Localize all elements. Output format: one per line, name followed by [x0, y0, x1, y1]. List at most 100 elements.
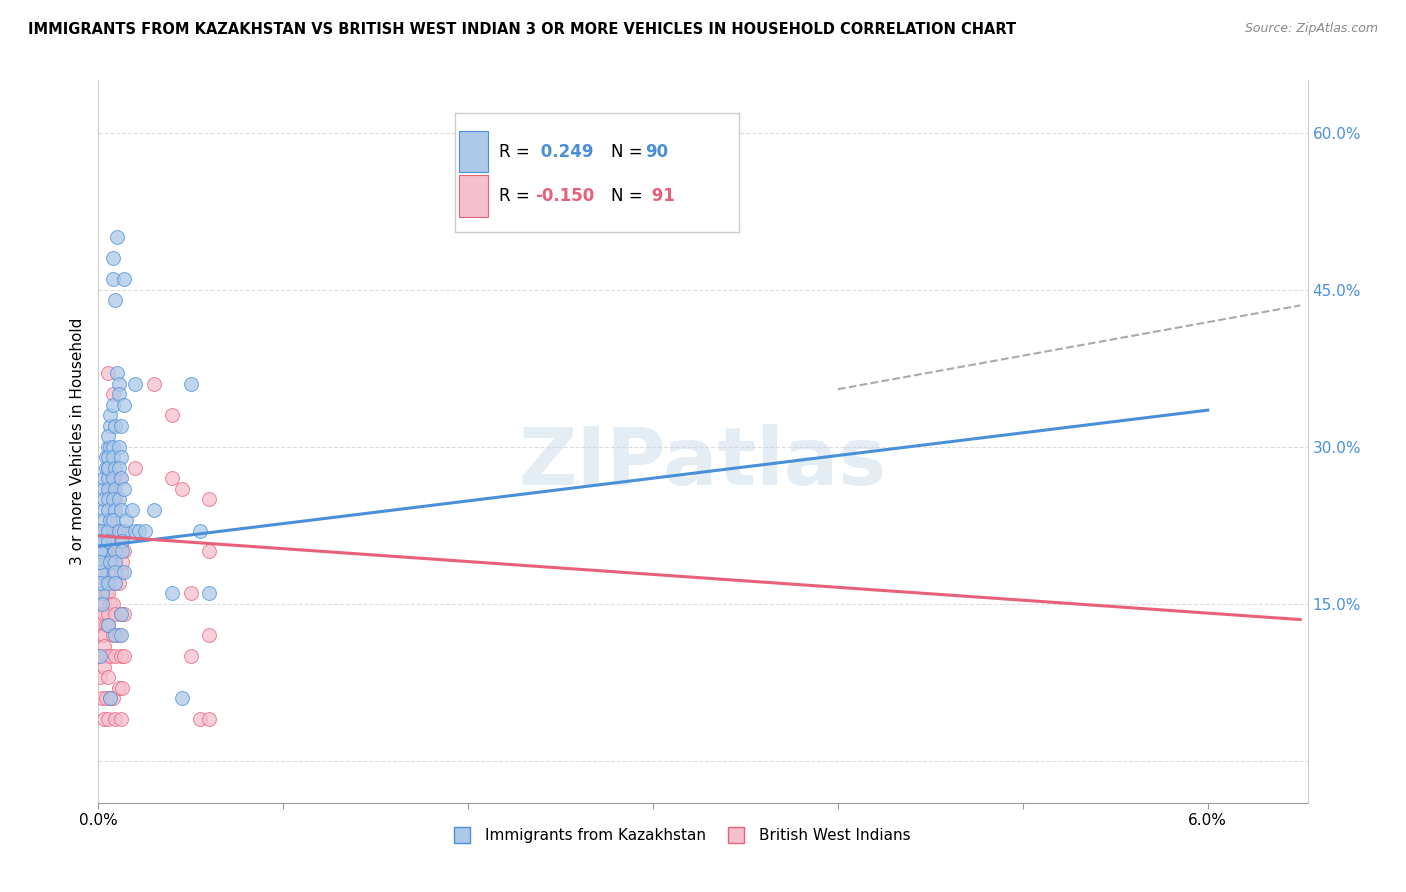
- Point: [97, 575, 120, 590]
- Point: [91, 524, 114, 538]
- Point: [98, 513, 121, 527]
- Point: [93, 566, 115, 580]
- Point: [188, 524, 211, 538]
- Point: [91, 691, 114, 706]
- Point: [89, 566, 111, 580]
- Point: [198, 628, 221, 642]
- Point: [112, 544, 135, 558]
- Point: [111, 534, 134, 549]
- Point: [110, 450, 132, 465]
- Point: [124, 460, 146, 475]
- Point: [89, 555, 111, 569]
- Point: [180, 376, 202, 391]
- Point: [91, 566, 114, 580]
- Point: [89, 575, 111, 590]
- Point: [104, 555, 127, 569]
- Point: [103, 252, 125, 266]
- Point: [91, 566, 114, 580]
- Point: [94, 691, 117, 706]
- Point: [97, 586, 120, 600]
- Point: [89, 555, 111, 569]
- Point: [97, 617, 120, 632]
- Point: [188, 712, 211, 726]
- Point: [104, 575, 127, 590]
- Point: [180, 649, 202, 664]
- Point: [107, 440, 129, 454]
- Point: [98, 691, 121, 706]
- Point: [93, 597, 115, 611]
- Point: [98, 513, 121, 527]
- Y-axis label: 3 or more Vehicles in Household: 3 or more Vehicles in Household: [69, 318, 84, 566]
- Point: [107, 376, 129, 391]
- Point: [103, 555, 125, 569]
- Point: [89, 544, 111, 558]
- Point: [104, 418, 127, 433]
- Point: [97, 712, 120, 726]
- Point: [104, 712, 127, 726]
- Point: [180, 586, 202, 600]
- Point: [93, 544, 115, 558]
- Point: [103, 534, 125, 549]
- Point: [170, 482, 193, 496]
- Point: [93, 659, 115, 673]
- Point: [107, 471, 129, 485]
- Point: [110, 502, 132, 516]
- Point: [93, 607, 115, 622]
- Point: [97, 524, 120, 538]
- Point: [142, 376, 165, 391]
- Point: [89, 555, 111, 569]
- Point: [93, 471, 115, 485]
- Point: [103, 450, 125, 465]
- Point: [97, 607, 120, 622]
- Point: [91, 524, 114, 538]
- Point: [98, 440, 121, 454]
- Point: [103, 691, 125, 706]
- Point: [103, 440, 125, 454]
- Point: [105, 367, 128, 381]
- Point: [97, 460, 120, 475]
- Point: [162, 586, 184, 600]
- Point: [104, 566, 127, 580]
- Point: [104, 544, 127, 558]
- Point: [105, 230, 128, 244]
- Point: [104, 575, 127, 590]
- Text: Source: ZipAtlas.com: Source: ZipAtlas.com: [1244, 22, 1378, 36]
- Point: [89, 607, 111, 622]
- Point: [112, 482, 135, 496]
- Point: [93, 524, 115, 538]
- Point: [93, 712, 115, 726]
- Point: [103, 387, 125, 401]
- Point: [198, 492, 221, 507]
- Point: [112, 272, 135, 286]
- Point: [97, 471, 120, 485]
- Point: [111, 544, 134, 558]
- Point: [93, 575, 115, 590]
- Point: [104, 502, 127, 516]
- Point: [97, 492, 120, 507]
- Point: [107, 387, 129, 401]
- Point: [98, 482, 121, 496]
- Point: [107, 492, 129, 507]
- Point: [111, 555, 134, 569]
- Point: [93, 492, 115, 507]
- Point: [111, 681, 134, 695]
- Legend: Immigrants from Kazakhstan, British West Indians: Immigrants from Kazakhstan, British West…: [440, 822, 917, 849]
- Point: [198, 712, 221, 726]
- Point: [97, 534, 120, 549]
- Point: [107, 524, 129, 538]
- Point: [103, 471, 125, 485]
- Point: [104, 628, 127, 642]
- Point: [98, 418, 121, 433]
- Point: [91, 555, 114, 569]
- Point: [107, 544, 129, 558]
- Point: [162, 409, 184, 423]
- Point: [94, 460, 117, 475]
- Point: [93, 639, 115, 653]
- Point: [103, 513, 125, 527]
- Point: [89, 534, 111, 549]
- Point: [110, 607, 132, 622]
- Point: [104, 492, 127, 507]
- Point: [112, 566, 135, 580]
- Point: [98, 691, 121, 706]
- Point: [97, 482, 120, 496]
